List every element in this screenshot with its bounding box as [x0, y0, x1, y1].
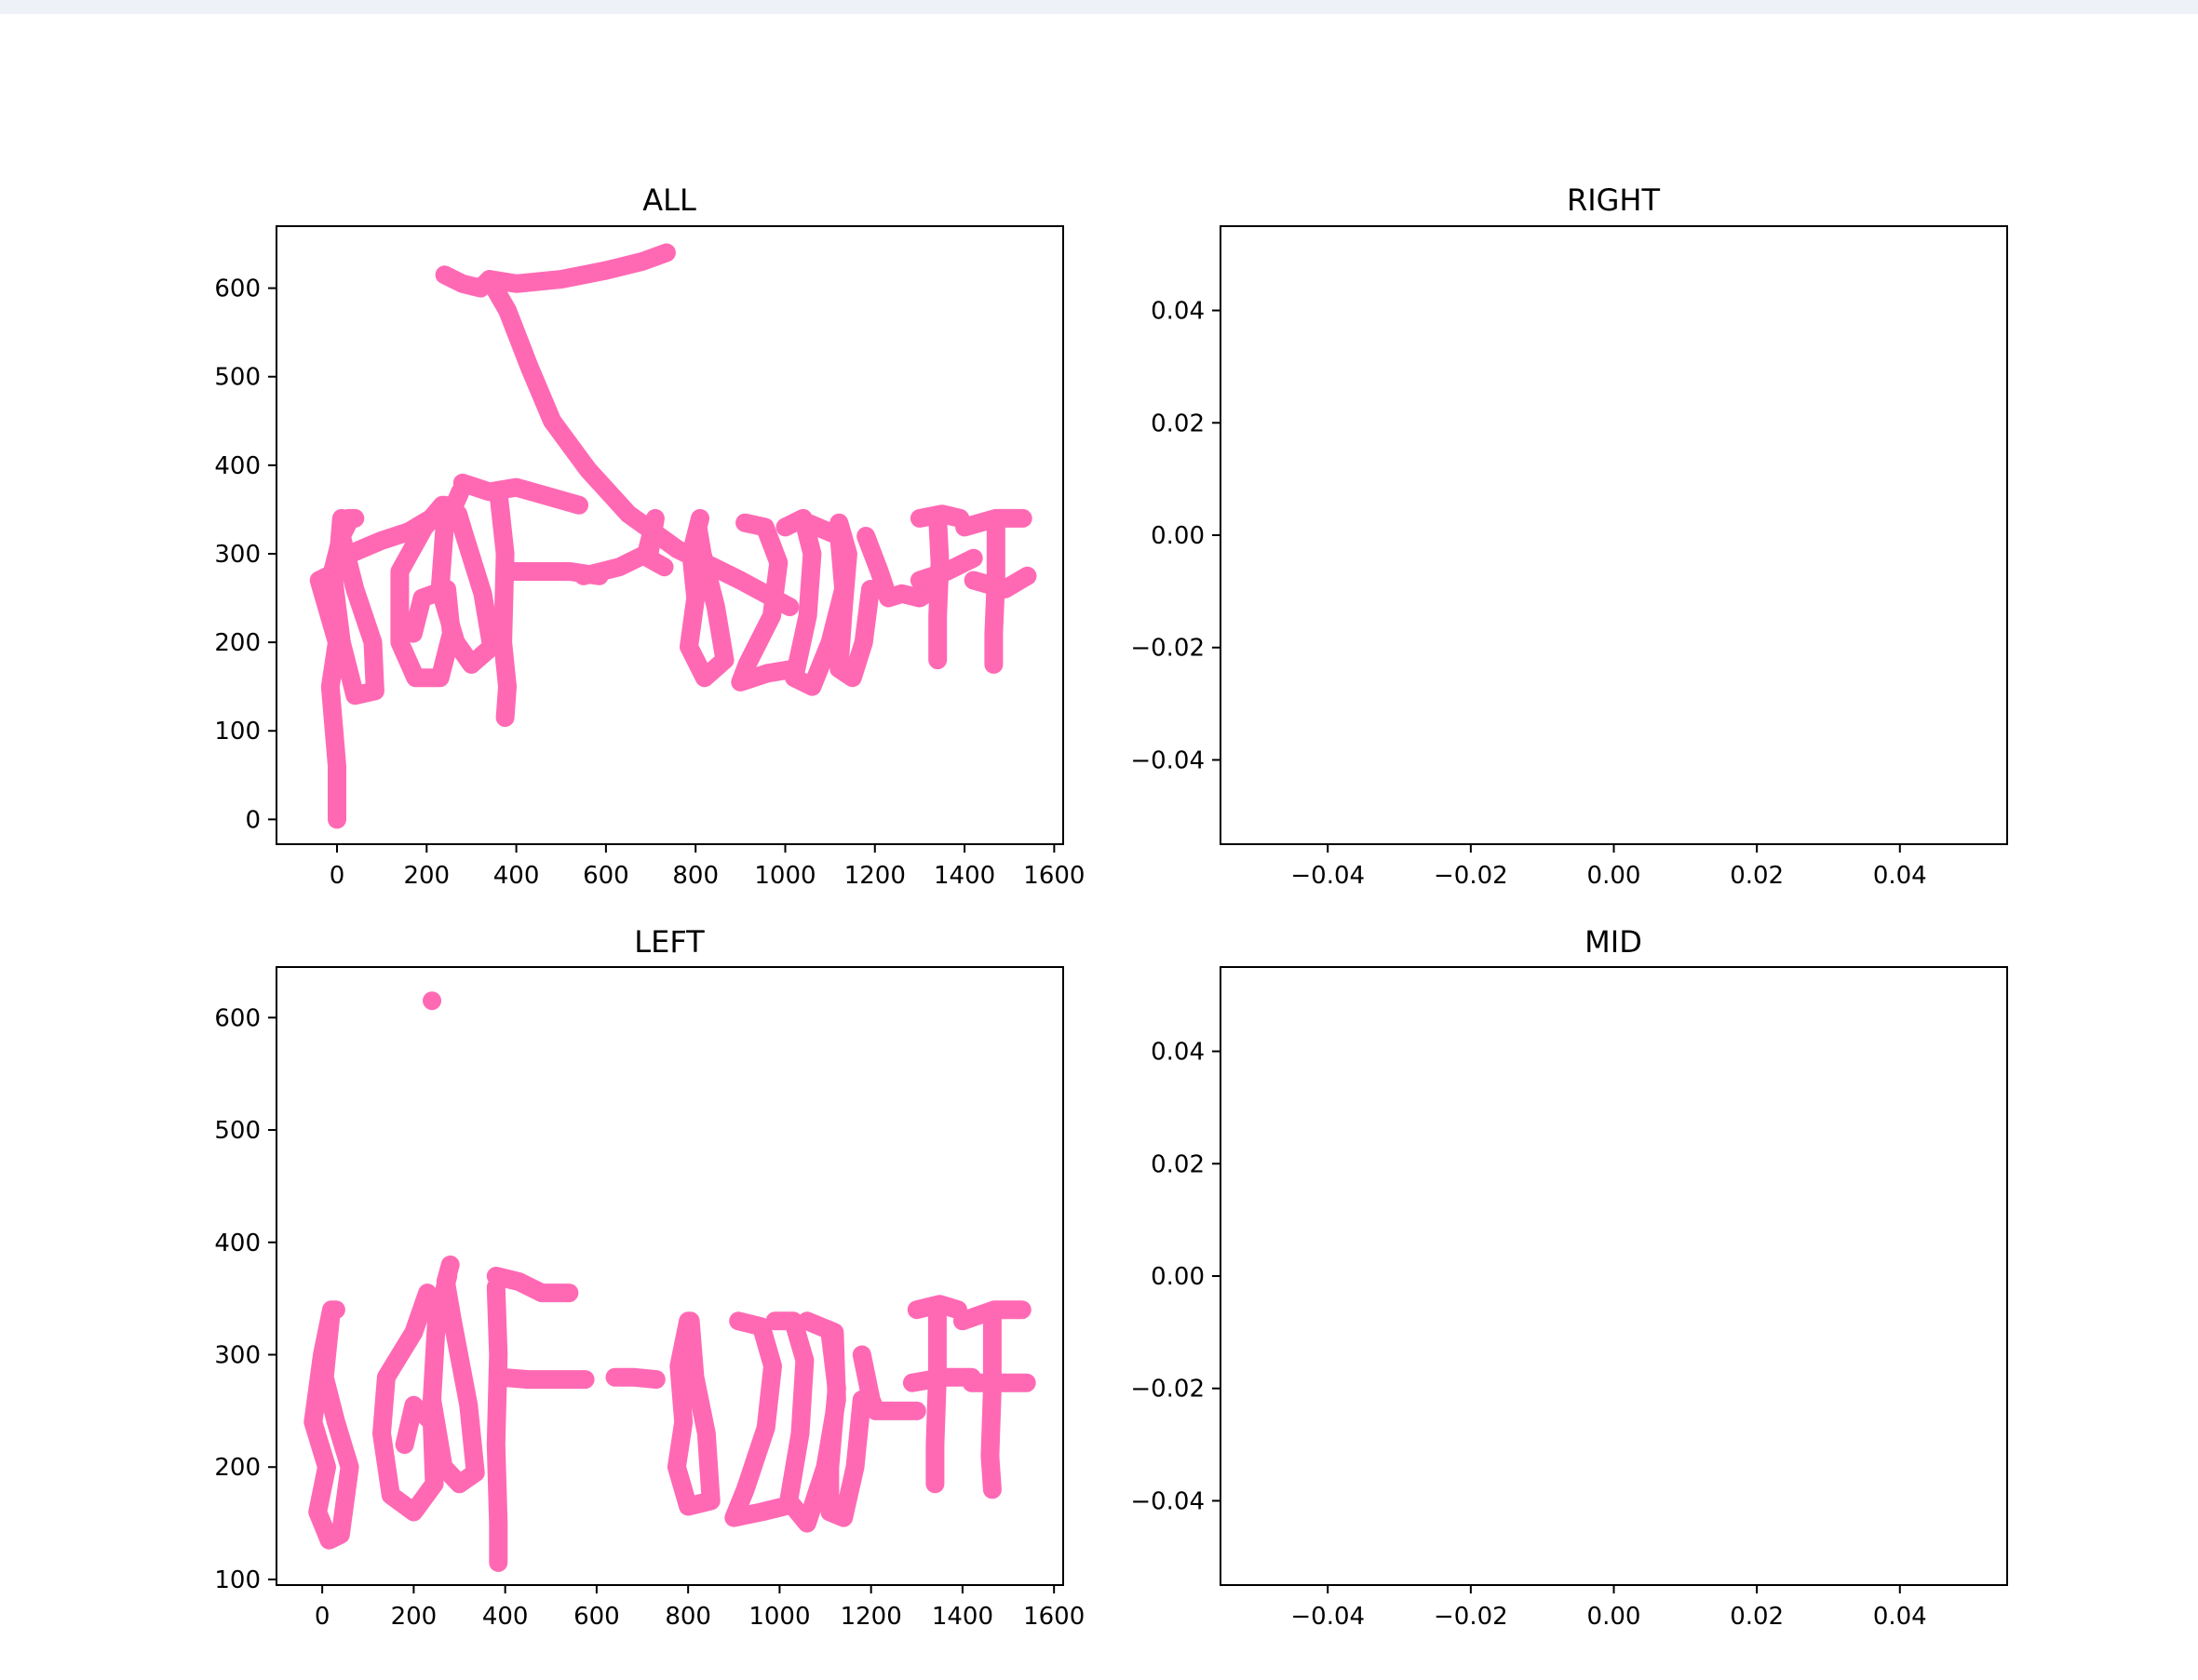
panel-mid: MID −0.04 −0.02 0.00 0.02 0.04 −0.04 −0.02 0.00…: [1130, 924, 2008, 1631]
panel-all: ALL 0 200 400 600 800 1000 1200 1400 1600 0 100 200…: [214, 182, 1085, 890]
stroke-line-all-10: [573, 508, 674, 585]
x-tick-label-right-0: −0.04: [1290, 862, 1365, 890]
stroke-line-left-3: [423, 1255, 485, 1494]
y-tick-label-left-4: 500: [214, 1117, 261, 1145]
panel-right: RIGHT −0.04 −0.02 0.00 0.02 0.04 −0.04 −0.02 0.…: [1130, 182, 2008, 890]
stroke-line-left-4: [486, 1267, 579, 1303]
stroke-line-all-0: [435, 243, 676, 298]
y-tick-label-all-0: 0: [245, 806, 261, 834]
stroke-line-left-11: [820, 1323, 871, 1527]
stroke-line-all-3: [323, 508, 384, 706]
y-tick-label-mid-4: 0.04: [1151, 1039, 1205, 1067]
x-tick-label-all-2: 400: [493, 862, 540, 890]
y-tick-label-left-0: 100: [214, 1566, 261, 1594]
chart-title-mid: MID: [1584, 924, 1642, 960]
stroke-line-left-1: [303, 1300, 359, 1550]
stroke-line-all-20: [984, 513, 1005, 674]
stroke-line-all-18: [910, 548, 983, 590]
stroke-line-left-2: [372, 1284, 444, 1522]
stroke-line-left-5: [486, 1278, 508, 1572]
stroke-line-left-9: [724, 1311, 794, 1527]
x-tick-label-left-5: 1000: [748, 1603, 810, 1631]
panel-left: LEFT 0 200 400 600 800 1000 1200 1400 1600 100 200…: [214, 924, 1085, 1631]
x-tick-label-right-4: 0.04: [1873, 862, 1927, 890]
chart-title-all: ALL: [642, 182, 696, 218]
x-tick-label-all-0: 0: [330, 862, 345, 890]
x-tick-label-left-4: 800: [665, 1603, 711, 1631]
x-tick-label-mid-0: −0.04: [1290, 1603, 1365, 1631]
x-tick-label-right-2: 0.00: [1587, 862, 1641, 890]
x-tick-label-all-6: 1200: [844, 862, 906, 890]
stroke-line-all-6: [430, 482, 502, 674]
stroke-line-left-17: [980, 1306, 1002, 1499]
stroke-line-left-15: [902, 1367, 981, 1392]
y-tick-label-left-2: 300: [214, 1342, 261, 1370]
y-tick-label-all-4: 400: [214, 452, 261, 480]
axes-frame-mid: [1220, 966, 2008, 1586]
y-tick-label-all-3: 300: [214, 541, 261, 569]
x-tick-label-left-6: 1200: [841, 1603, 902, 1631]
series-group-left: [303, 991, 1036, 1572]
x-tick-label-left-8: 1600: [1023, 1603, 1085, 1631]
x-tick-label-all-3: 600: [583, 862, 629, 890]
x-tick-label-mid-2: 0.00: [1587, 1603, 1641, 1631]
y-tick-label-all-5: 500: [214, 364, 261, 392]
window-top-bar: [0, 0, 2198, 14]
axes-frame-all: [276, 225, 1064, 845]
stroke-line-all-7: [452, 473, 588, 515]
y-tick-label-right-0: −0.04: [1130, 746, 1205, 774]
y-tick-label-all-2: 200: [214, 629, 261, 657]
stroke-line-left-12: [852, 1345, 926, 1420]
y-tick-label-right-4: 0.04: [1151, 298, 1205, 326]
x-tick-label-left-7: 1400: [932, 1603, 993, 1631]
y-tick-label-right-3: 0.02: [1151, 410, 1205, 437]
chart-title-left: LEFT: [634, 924, 705, 960]
stroke-line-all-14: [829, 513, 880, 688]
x-tick-label-right-3: 0.02: [1730, 862, 1784, 890]
stroke-line-all-11: [680, 508, 735, 688]
axes-frame-left: [276, 966, 1064, 1586]
x-tick-label-mid-1: −0.02: [1434, 1603, 1508, 1631]
x-tick-label-mid-4: 0.04: [1873, 1603, 1927, 1631]
x-tick-label-left-2: 400: [482, 1603, 529, 1631]
chart-title-right: RIGHT: [1567, 182, 1661, 218]
y-tick-label-right-2: 0.00: [1151, 522, 1205, 550]
stroke-line-all-21: [964, 566, 1037, 598]
x-tick-label-all-1: 200: [403, 862, 450, 890]
stroke-line-all-15: [856, 527, 943, 608]
stroke-point-left-0: [423, 991, 442, 1011]
x-tick-label-all-5: 1000: [754, 862, 816, 890]
x-tick-label-left-3: 600: [573, 1603, 620, 1631]
x-tick-label-right-1: −0.02: [1434, 862, 1508, 890]
y-tick-label-mid-3: 0.02: [1151, 1150, 1205, 1178]
y-tick-label-all-1: 100: [214, 718, 261, 746]
y-tick-label-left-1: 200: [214, 1454, 261, 1482]
x-tick-label-mid-3: 0.02: [1730, 1603, 1784, 1631]
stroke-line-left-7: [605, 1367, 666, 1390]
y-tick-label-all-6: 600: [214, 276, 261, 303]
stroke-line-left-14: [925, 1300, 947, 1494]
stroke-line-left-6: [491, 1367, 595, 1390]
x-tick-label-left-1: 200: [391, 1603, 438, 1631]
y-tick-label-left-5: 600: [214, 1004, 261, 1032]
stroke-line-all-8: [489, 482, 517, 727]
y-tick-label-right-1: −0.02: [1130, 635, 1205, 663]
x-tick-label-left-0: 0: [315, 1603, 330, 1631]
y-tick-label-mid-2: 0.00: [1151, 1263, 1205, 1291]
series-group-all: [309, 243, 1037, 829]
x-tick-label-all-8: 1600: [1023, 862, 1085, 890]
y-tick-label-left-3: 400: [214, 1230, 261, 1257]
x-tick-label-all-4: 800: [672, 862, 719, 890]
y-tick-label-mid-1: −0.02: [1130, 1376, 1205, 1404]
stroke-line-left-8: [667, 1311, 721, 1516]
axes-frame-right: [1220, 225, 2008, 845]
stroke-line-all-17: [928, 508, 950, 670]
stroke-line-all-1: [479, 270, 800, 617]
stroke-line-all-12: [731, 513, 804, 692]
x-tick-label-all-7: 1400: [934, 862, 995, 890]
y-tick-label-mid-0: −0.04: [1130, 1487, 1205, 1515]
